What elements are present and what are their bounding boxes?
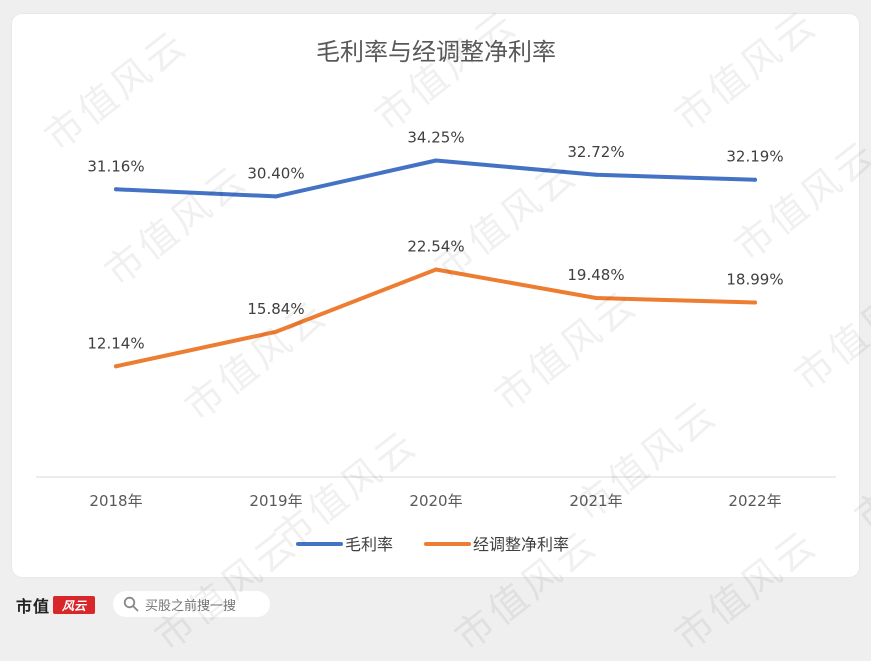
data-point (753, 300, 757, 305)
data-label: 34.25% (407, 129, 464, 147)
chart-card (12, 14, 859, 577)
chart: 毛利率与经调整净利率 31.16% 30.40% 34.25% 32.72% 32.19… (36, 38, 836, 554)
data-label: 31.16% (87, 157, 144, 175)
series-line-2 (114, 267, 757, 369)
brand-logo: 市值 风云 (16, 594, 96, 616)
x-tick-label: 2022年 (728, 492, 781, 510)
data-point (753, 177, 757, 182)
data-label: 19.48% (567, 266, 624, 284)
x-tick-label: 2021年 (569, 492, 622, 510)
brand-name: 市值 (16, 597, 51, 616)
data-point (434, 267, 438, 272)
data-label: 32.72% (567, 143, 624, 161)
search-icon (123, 596, 139, 612)
chart-title: 毛利率与经调整净利率 (316, 38, 556, 66)
data-point (274, 194, 278, 199)
legend-label: 毛利率 (345, 535, 393, 554)
legend: 毛利率 经调整净利率 (296, 535, 569, 554)
data-label: 18.99% (726, 271, 783, 289)
search-box[interactable]: 买股之前搜一搜 (113, 591, 270, 617)
x-tick-label: 2018年 (89, 492, 142, 510)
data-point (594, 172, 598, 177)
data-point (114, 364, 118, 369)
x-tick-label: 2019年 (249, 492, 302, 510)
data-point (434, 158, 438, 163)
data-label: 22.54% (407, 238, 464, 256)
data-point (114, 187, 118, 192)
search-placeholder: 买股之前搜一搜 (145, 598, 237, 614)
data-point (274, 329, 278, 334)
data-label: 30.40% (247, 164, 304, 182)
brand-badge: 风云 (53, 596, 96, 614)
legend-label: 经调整净利率 (473, 535, 569, 554)
series-line-1 (114, 158, 757, 199)
data-label: 15.84% (247, 300, 304, 318)
data-label: 12.14% (87, 334, 144, 352)
x-tick-label: 2020年 (409, 492, 462, 510)
data-label: 32.19% (726, 148, 783, 166)
data-point (594, 296, 598, 300)
